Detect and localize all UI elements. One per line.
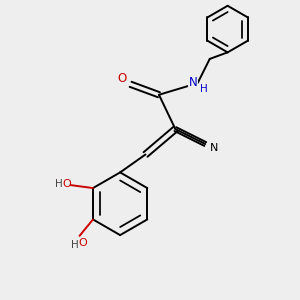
Text: H: H	[71, 240, 79, 250]
Text: O: O	[118, 72, 127, 86]
Text: O: O	[78, 238, 87, 248]
Text: H: H	[200, 84, 208, 94]
Text: N: N	[189, 76, 198, 89]
Text: O: O	[62, 178, 71, 189]
Text: N: N	[210, 142, 218, 153]
Text: H: H	[56, 178, 63, 189]
